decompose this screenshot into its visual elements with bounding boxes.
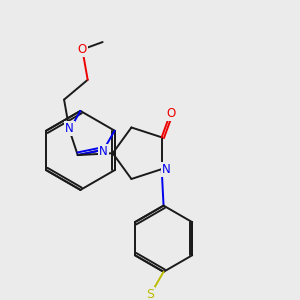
Text: S: S bbox=[146, 288, 154, 300]
Text: N: N bbox=[99, 145, 108, 158]
Text: O: O bbox=[78, 43, 87, 56]
Text: N: N bbox=[162, 163, 171, 176]
Text: O: O bbox=[167, 107, 176, 120]
Text: N: N bbox=[65, 122, 74, 135]
